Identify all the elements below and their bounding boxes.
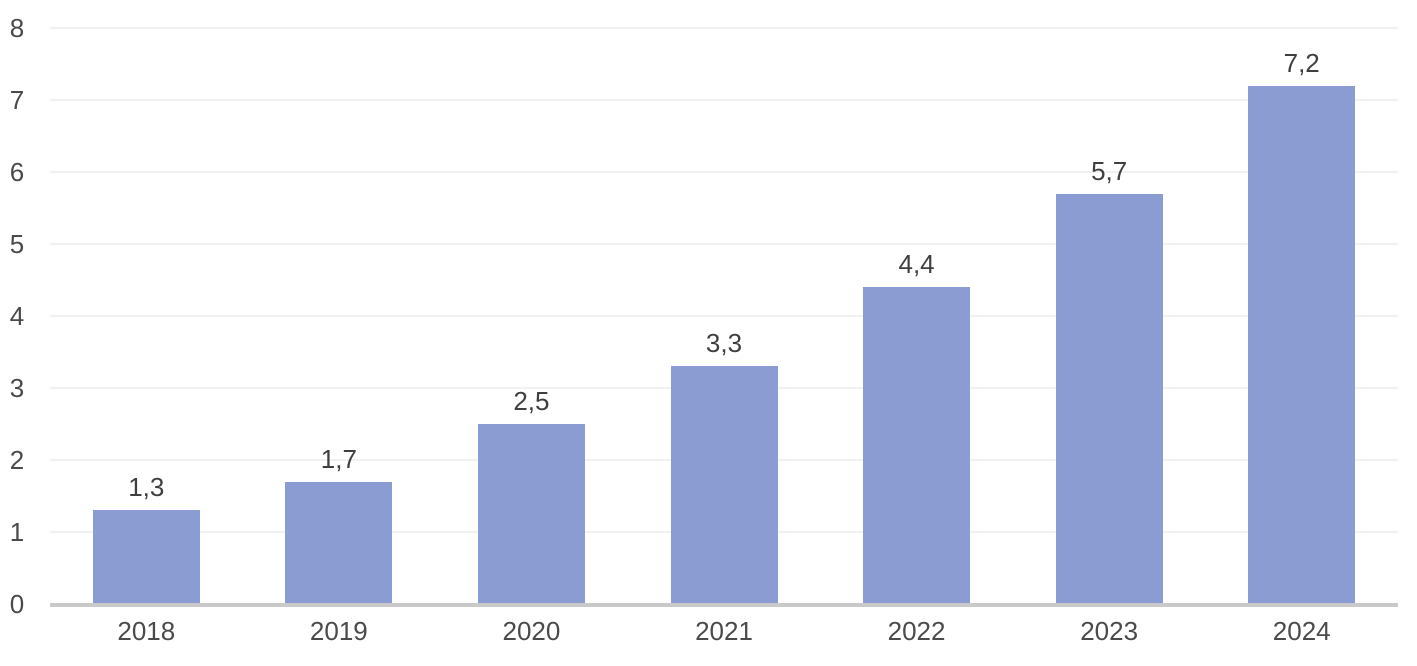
- bar-2018: [92, 510, 200, 604]
- bar-value-label: 7,2: [1283, 47, 1320, 78]
- x-axis-category-label: 2021: [695, 616, 753, 646]
- bar-value-label: 1,7: [320, 443, 357, 474]
- bar-2024: [1248, 85, 1356, 604]
- y-axis-tick-label: 1: [9, 517, 25, 547]
- y-axis-tick-label: 4: [9, 301, 25, 331]
- gridline: [50, 171, 1398, 173]
- x-axis-category-label: 2024: [1272, 616, 1331, 646]
- bar-2019: [285, 481, 393, 604]
- x-axis-category-label: 2022: [887, 616, 946, 646]
- bar-2021: [670, 366, 778, 604]
- x-axis-category-label: 2019: [309, 616, 368, 646]
- bar-2020: [477, 424, 585, 604]
- x-axis-line: [50, 603, 1398, 607]
- y-axis-tick-label: 7: [9, 85, 25, 115]
- bar-value-label: 4,4: [898, 249, 935, 280]
- bar-value-label: 2,5: [513, 386, 550, 416]
- gridline: [50, 315, 1398, 317]
- gridline: [50, 99, 1398, 101]
- y-axis-tick-label: 0: [9, 589, 25, 619]
- y-axis-tick-label: 5: [9, 229, 25, 259]
- x-axis-category-label: 2020: [502, 616, 561, 646]
- y-axis-tick-label: 6: [9, 157, 25, 187]
- x-axis-category-label: 2018: [117, 616, 176, 646]
- bar-value-label: 1,3: [128, 472, 165, 503]
- y-axis-tick-label: 3: [9, 373, 25, 403]
- bar-2022: [863, 287, 971, 604]
- bar-value-label: 5,7: [1091, 155, 1128, 186]
- x-axis-category-label: 2023: [1080, 616, 1139, 646]
- y-axis-tick-label: 8: [9, 13, 25, 43]
- gridline: [50, 27, 1398, 29]
- gridline: [50, 243, 1398, 245]
- bar-2023: [1055, 193, 1163, 604]
- bar-value-label: 3,3: [705, 328, 743, 359]
- y-axis-tick-label: 2: [9, 445, 25, 475]
